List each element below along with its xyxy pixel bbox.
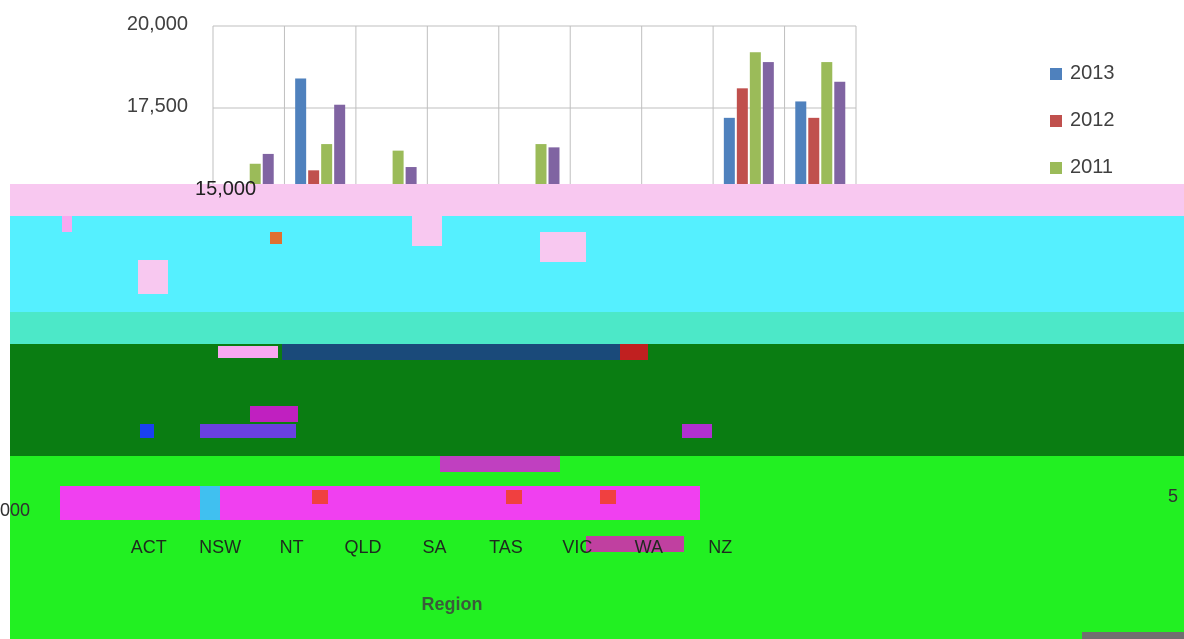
glitch-block [282,344,622,360]
glitch-block [218,346,278,358]
x-tick-label: QLD [344,537,382,557]
glitch-block [270,232,282,244]
bar-2010-WA [762,62,774,184]
bar-2012-NZ [808,117,820,184]
legend-swatch [1050,161,1062,174]
glitch-block [1082,632,1184,639]
glitch-block [138,260,168,294]
glitch-block [60,486,700,520]
bar-2012-WA [736,88,748,184]
x-tick-label: WA [634,537,663,557]
x-tick-label: NSW [199,537,242,557]
bar-2011-WA [749,52,761,184]
bar-2011-NT [392,150,404,184]
legend-item: 2012 [1050,97,1115,144]
legend-label: 2012 [1070,109,1115,131]
x-tick-label: TAS [489,537,523,557]
bar-2011-NZ [821,62,833,184]
glitch-block [540,232,586,262]
partial-tick-label: 000 [0,500,31,520]
glitch-band [10,344,1184,456]
glitch-band [10,216,1184,328]
x-tick-label: NT [279,537,304,557]
glitch-block [620,344,648,360]
glitch-block [250,406,298,422]
y-tick-label: 17,500 [126,95,188,117]
x-tick-label: NZ [708,537,733,557]
glitch-block [200,424,296,438]
legend: 2013 2012 2011 [1050,50,1115,191]
bar-2010-SA [548,147,560,184]
bar-2010-NZ [834,81,846,184]
glitch-block [600,490,616,504]
bar-2010-ACT [262,153,274,184]
glitch-band [10,312,1184,344]
glitch-block [62,216,72,232]
x-axis-title: Region [421,594,483,614]
glitch-block [506,490,522,504]
y-tick-label: 20,000 [126,13,188,35]
legend-item: 2013 [1050,50,1115,97]
partial-tick-label: 5 [1167,486,1178,506]
legend-swatch [1050,67,1062,80]
legend-label: 2013 [1070,62,1115,84]
bar-2013-WA [723,117,735,184]
glitch-block [682,424,712,438]
bar-2013-NZ [795,101,807,184]
x-tick-label: VIC [562,537,593,557]
bar-2011-ACT [249,163,261,184]
glitch-block [412,216,442,246]
chart-plot [212,25,857,184]
y-tick-label: 15,000 [195,178,257,200]
bar-2010-NT [405,167,417,184]
chart-area: 20,000 17,500 2013 2012 2011 [0,0,1184,184]
bar-2013-NSW [295,78,307,184]
glitch-block [140,424,154,438]
legend-swatch [1050,114,1062,127]
glitch-block [200,486,220,520]
glitch-block [586,536,684,552]
bar-2011-NSW [321,144,333,184]
x-tick-label: SA [422,537,447,557]
legend-item: 2011 [1050,144,1115,191]
x-axis-labels: ACT NSW NT QLD SA TAS VIC WA NZ [0,537,1184,561]
bar-2011-SA [535,144,547,184]
glitch-block [312,490,328,504]
glitch-block [440,456,560,472]
bar-2012-NSW [308,170,320,184]
bar-2010-NSW [334,104,346,184]
legend-label: 2011 [1070,156,1114,178]
x-tick-label: ACT [130,537,167,557]
glitch-band [10,184,1184,216]
corrupted-region [0,184,1184,639]
